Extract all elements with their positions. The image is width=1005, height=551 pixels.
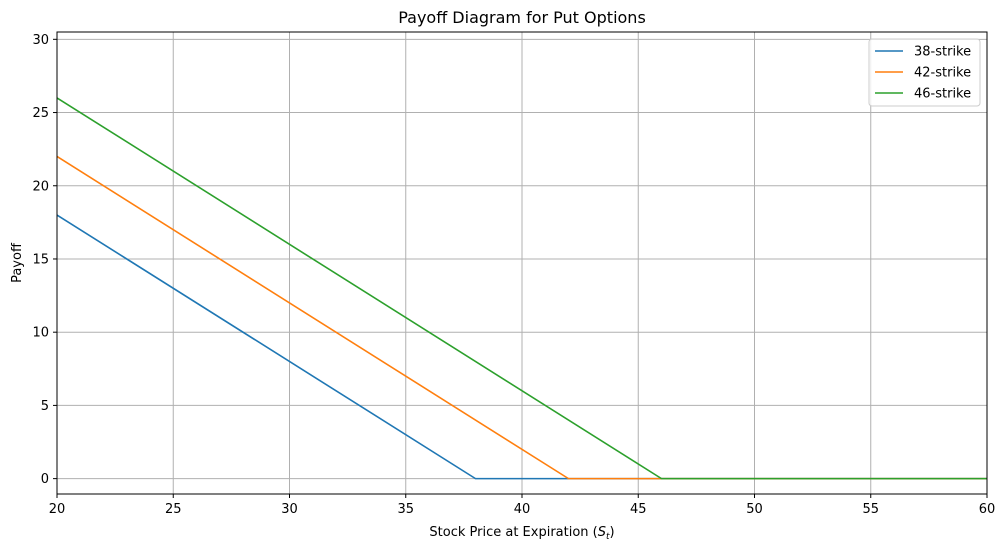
y-tick-label: 0 (41, 472, 49, 487)
grid-lines (56, 32, 988, 494)
x-tick-label: 55 (862, 502, 879, 517)
y-tick-label: 5 (41, 399, 49, 414)
y-tick-label: 30 (32, 33, 49, 48)
chart-title: Payoff Diagram for Put Options (398, 8, 646, 27)
legend: 38-strike 42-strike 46-strike (868, 38, 981, 107)
legend-label: 38-strike (914, 45, 971, 60)
x-axis-ticks: 20 25 30 35 40 45 50 55 60 (49, 494, 996, 517)
y-axis-label: Payoff (10, 242, 25, 283)
x-tick-label: 60 (979, 502, 996, 517)
legend-label: 42-strike (914, 66, 971, 81)
series-line-46-strike (56, 97, 987, 480)
y-tick-label: 10 (32, 326, 49, 341)
x-tick-label: 30 (281, 502, 298, 517)
legend-box (868, 38, 981, 107)
x-tick-label: 25 (165, 502, 182, 517)
x-tick-label: 50 (746, 502, 763, 517)
x-tick-label: 45 (630, 502, 647, 517)
x-axis-label: Stock Price at Expiration (St) (429, 525, 614, 542)
y-tick-label: 15 (32, 252, 49, 267)
legend-label: 46-strike (914, 87, 971, 102)
x-tick-label: 20 (49, 502, 66, 517)
series-lines (56, 97, 987, 480)
y-tick-label: 25 (32, 106, 49, 121)
y-tick-label: 20 (32, 179, 49, 194)
x-tick-label: 35 (397, 502, 414, 517)
y-axis-ticks: 0 5 10 15 20 25 30 (32, 33, 57, 487)
x-tick-label: 40 (514, 502, 531, 517)
